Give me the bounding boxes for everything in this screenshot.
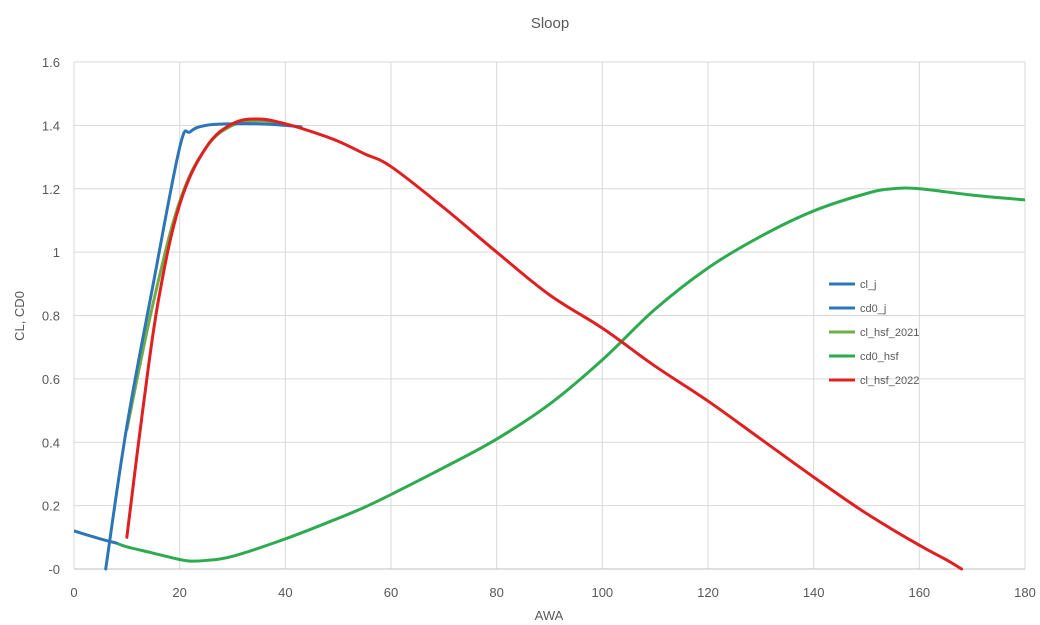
y-tick-label: 0.4 (42, 435, 60, 450)
x-tick-label: 120 (697, 585, 719, 600)
series-line-cl-hsf-2021 (125, 119, 287, 432)
x-tick-label: 0 (70, 585, 77, 600)
y-tick-label: 1.2 (42, 182, 60, 197)
x-tick-label: 100 (591, 585, 613, 600)
legend: cl_j cd0_j cl_hsf_2021 cd0_hsf cl_hsf_2022 (829, 279, 919, 387)
legend-item-label: cl_hsf_2022 (860, 375, 919, 387)
chart-title: Sloop (531, 15, 569, 32)
x-tick-label: 40 (278, 585, 292, 600)
y-tick-label: 0.2 (42, 499, 60, 514)
x-tick-label: 140 (803, 585, 825, 600)
legend-item-label: cd0_j (860, 303, 886, 315)
legend-item-label: cl_hsf_2021 (860, 327, 919, 339)
x-tick-label: 160 (908, 585, 930, 600)
y-tick-label: 1.4 (42, 118, 60, 133)
series-lines (74, 117, 1025, 571)
x-tick-label: 180 (1014, 585, 1036, 600)
y-tick-label: -0 (48, 562, 60, 577)
series-line-cd0-hsf (114, 186, 1025, 563)
series-line-cl-hsf-2022 (125, 117, 964, 571)
x-tick-label: 80 (489, 585, 503, 600)
x-tick-label: 60 (384, 585, 398, 600)
y-tick-label: 0.8 (42, 309, 60, 324)
y-tick-label: 1 (53, 245, 60, 260)
y-axis-ticks: -0 0.2 0.4 0.6 0.8 1 1.2 1.4 1.6 (42, 55, 60, 577)
y-tick-label: 0.6 (42, 372, 60, 387)
legend-item-label: cd0_hsf (860, 351, 899, 363)
series-line-cd0-j (74, 529, 118, 545)
series-line-cl-j (104, 122, 303, 571)
x-axis-title: AWA (535, 608, 564, 623)
y-tick-label: 1.6 (42, 55, 60, 70)
x-tick-label: 20 (172, 585, 186, 600)
x-axis-ticks: 0 20 40 60 80 100 120 140 160 180 (70, 585, 1035, 600)
legend-item-label: cl_j (860, 279, 877, 291)
y-axis-title: CL, CD0 (12, 291, 27, 341)
grid (73, 61, 1026, 570)
